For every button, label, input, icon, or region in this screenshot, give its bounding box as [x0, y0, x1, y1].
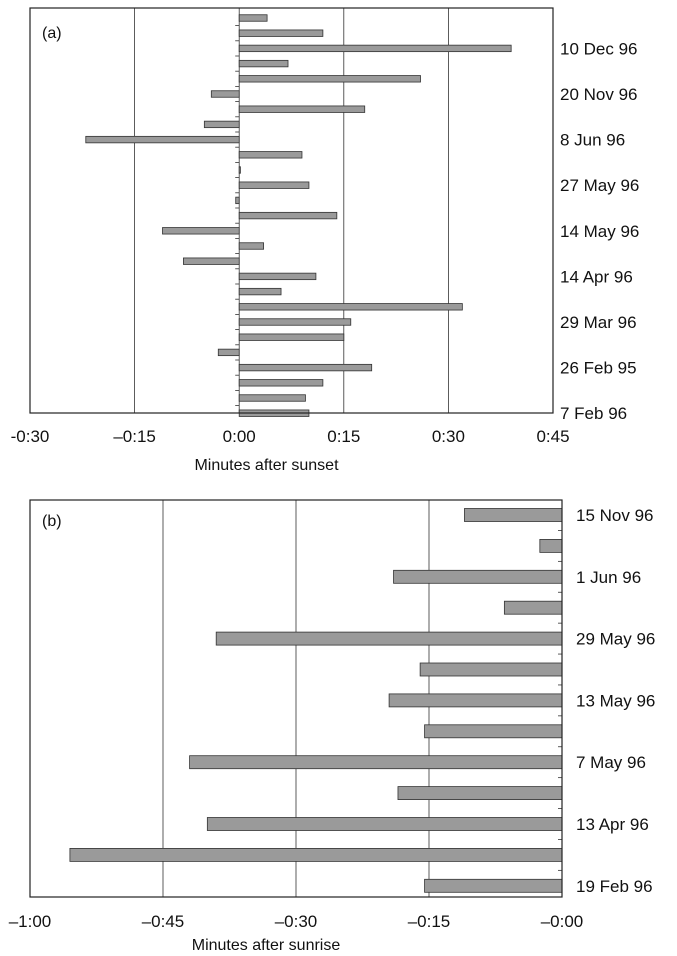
bar-16 [183, 257, 240, 265]
bar-25 [238, 394, 306, 402]
panel-a-date-labels: 10 Dec 96 20 Nov 96 8 Jun 96 27 May 96 14 Ma… [560, 39, 639, 423]
bar-8 [189, 755, 563, 770]
date-label-5: 14 Apr 96 [560, 267, 633, 286]
date-label-4: 14 May 96 [560, 222, 639, 241]
bar-24 [238, 379, 324, 387]
x-tick-label-2: 0:00 [223, 427, 256, 446]
bar-5 [210, 90, 240, 98]
x-tick-label-1: –0:45 [142, 912, 185, 931]
date-label-8: 7 Feb 96 [560, 404, 627, 423]
date-label-5: 13 Apr 96 [576, 815, 649, 834]
bar-7 [424, 724, 563, 739]
bar-7 [203, 120, 240, 129]
bar-3 [503, 600, 563, 615]
bar-10 [206, 817, 563, 831]
bar-5 [419, 662, 563, 677]
bar-4 [238, 75, 421, 83]
date-label-1: 1 Jun 96 [576, 568, 641, 587]
x-tick-label-1: –0:15 [113, 427, 156, 446]
bar-12 [235, 196, 240, 205]
bar-9 [397, 786, 563, 800]
bar-14 [162, 227, 240, 235]
bar-15 [238, 242, 265, 250]
panel-a-gridlines [134, 8, 449, 413]
panel-a-bars [85, 14, 512, 417]
date-label-0: 10 Dec 96 [560, 39, 638, 58]
x-tick-label-3: 0:15 [327, 427, 360, 446]
date-label-2: 8 Jun 96 [560, 131, 625, 150]
panel-b-date-labels: 15 Nov 96 1 Jun 96 29 May 96 13 May 96 7 May… [576, 506, 655, 896]
x-tick-label-0: –1:00 [9, 912, 52, 931]
bar-18 [238, 287, 282, 296]
date-label-6: 29 Mar 96 [560, 313, 637, 332]
panel-a-chart: -0:30 –0:15 0:00 0:15 0:30 0:45 10 Dec 96 20 N… [11, 7, 639, 474]
bar-12 [424, 878, 563, 893]
panel-b-bars [69, 508, 563, 893]
panel-b-label: (b) [42, 513, 62, 530]
bar-17 [238, 272, 317, 281]
bar-6 [388, 693, 563, 708]
date-label-1: 20 Nov 96 [560, 85, 638, 104]
bar-0 [238, 14, 268, 22]
bar-9 [238, 151, 303, 159]
panel-a-row-ticks [235, 25, 240, 407]
bar-1 [539, 539, 563, 553]
bar-4 [215, 631, 563, 646]
date-label-6: 19 Feb 96 [576, 877, 653, 896]
date-label-7: 26 Feb 95 [560, 359, 637, 378]
date-label-0: 15 Nov 96 [576, 506, 654, 525]
x-tick-label-3: –0:15 [408, 912, 451, 931]
date-label-4: 7 May 96 [576, 753, 646, 772]
bar-13 [238, 211, 338, 220]
bar-2 [238, 44, 512, 53]
date-label-3: 27 May 96 [560, 176, 639, 195]
bar-21 [238, 333, 345, 341]
bar-10 [238, 166, 241, 174]
date-label-2: 29 May 96 [576, 630, 655, 649]
bar-3 [238, 59, 289, 68]
panel-b-frame [29, 499, 563, 898]
panel-b-x-axis-title: Minutes after sunrise [192, 937, 341, 954]
panel-a-frame [29, 7, 554, 414]
bar-19 [238, 303, 463, 311]
x-tick-label-2: –0:30 [275, 912, 318, 931]
bar-11 [69, 848, 563, 862]
panel-a-x-tick-labels: -0:30 –0:15 0:00 0:15 0:30 0:45 [11, 427, 570, 446]
x-tick-label-4: –0:00 [541, 912, 584, 931]
bar-8 [85, 135, 240, 144]
bar-2 [393, 569, 563, 584]
bar-20 [238, 318, 352, 326]
bar-22 [217, 348, 240, 357]
panel-b-chart: –1:00 –0:45 –0:30 –0:15 –0:00 15 Nov 96 1 Jun… [9, 499, 655, 954]
panel-a-label: (a) [42, 25, 62, 42]
bar-0 [464, 508, 563, 522]
x-tick-label-5: 0:45 [536, 427, 569, 446]
panel-b-x-tick-labels: –1:00 –0:45 –0:30 –0:15 –0:00 [9, 912, 584, 931]
bar-11 [238, 181, 310, 189]
bar-1 [238, 29, 324, 37]
date-label-3: 13 May 96 [576, 691, 655, 710]
x-tick-label-0: -0:30 [11, 427, 50, 446]
x-tick-label-4: 0:30 [432, 427, 465, 446]
panel-a-x-axis-title: Minutes after sunset [194, 457, 339, 474]
panel-b-row-ticks [558, 530, 562, 871]
bar-6 [238, 105, 366, 113]
bar-23 [238, 363, 373, 372]
